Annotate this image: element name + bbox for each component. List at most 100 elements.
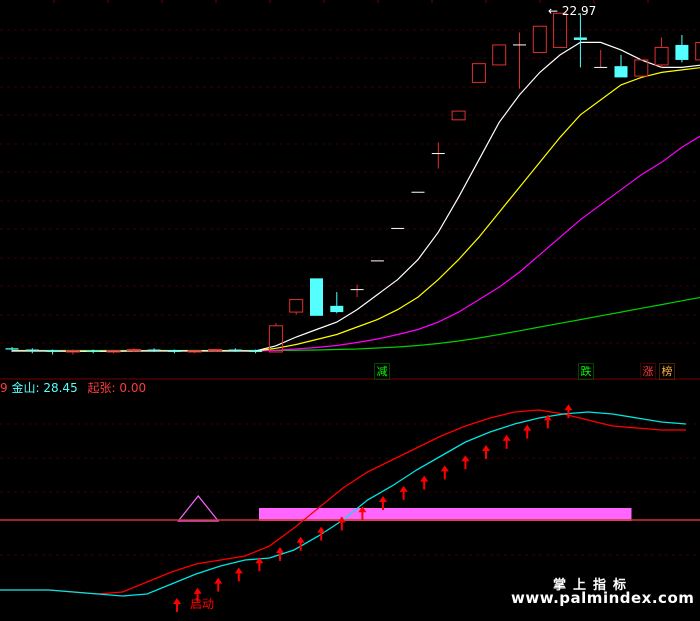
candle	[126, 348, 141, 353]
arrow-head	[173, 598, 181, 604]
candle	[513, 32, 526, 89]
arrow-head	[379, 496, 387, 502]
arrow-head	[276, 547, 284, 553]
candle-body	[675, 44, 689, 60]
candle	[594, 49, 608, 68]
candle	[268, 323, 283, 353]
buy-arrow	[317, 526, 326, 541]
arrow-head	[234, 567, 243, 574]
buy-arrow	[173, 598, 181, 612]
ma5-line	[12, 41, 700, 352]
legend-jinshan-label: 金山:	[11, 381, 40, 395]
legend-qizhang-value: 0.00	[119, 381, 147, 395]
magenta-signal-bars	[177, 495, 632, 522]
candle-body	[492, 44, 507, 66]
candle	[187, 349, 202, 354]
signal-tag-bang: 榜	[659, 363, 675, 380]
signal-bar	[259, 508, 632, 521]
buy-arrow	[276, 547, 284, 561]
candle	[634, 59, 649, 77]
arrow-head	[358, 506, 367, 513]
candle-body	[147, 349, 161, 351]
candle-body	[695, 41, 700, 61]
candle-body	[65, 350, 80, 353]
candle-body	[654, 46, 669, 66]
candle-body	[46, 350, 60, 353]
candle	[675, 34, 689, 63]
candle	[492, 44, 507, 66]
candle	[330, 292, 344, 314]
buy-arrow	[379, 496, 387, 510]
candle	[695, 41, 700, 61]
buy-arrow	[193, 587, 202, 602]
candle	[471, 63, 486, 83]
candle-body	[451, 110, 466, 121]
candle	[573, 13, 587, 68]
candle	[310, 278, 323, 316]
candle	[249, 349, 263, 354]
buy-arrow	[399, 485, 408, 500]
candle-body	[330, 305, 344, 313]
high-price-label: ← 22.97	[548, 4, 596, 18]
signal-tag-die: 跌	[578, 363, 594, 380]
triangle-marker	[177, 495, 220, 522]
candle-body	[25, 349, 39, 351]
buy-arrow	[440, 465, 449, 480]
candle-body	[289, 299, 304, 313]
candle	[553, 12, 568, 48]
arrow-head	[440, 465, 449, 472]
indicator-grid	[0, 423, 700, 556]
candle-body	[86, 350, 100, 353]
arrow-head	[543, 414, 552, 421]
candle-body	[208, 349, 222, 352]
candle-body	[532, 25, 547, 53]
candle-body	[573, 37, 587, 40]
buy-arrow	[234, 567, 243, 582]
arrow-head	[502, 434, 511, 441]
buy-arrow	[502, 434, 511, 449]
arrow-head	[255, 557, 264, 564]
arrow-head	[461, 455, 470, 462]
indicator-lines	[0, 409, 687, 597]
jinshan-line	[0, 411, 687, 597]
buy-arrow	[296, 536, 305, 551]
candle	[25, 348, 39, 354]
buy-arrow	[482, 445, 490, 459]
ma10-line	[12, 67, 700, 352]
arrow-head	[399, 485, 408, 492]
buy-arrow	[543, 414, 552, 429]
candle	[532, 25, 547, 53]
candle-body	[187, 350, 202, 353]
buy-arrow	[255, 557, 264, 572]
candle	[46, 349, 60, 355]
buy-arrow	[337, 516, 346, 531]
arrow-head	[337, 516, 346, 523]
candle	[614, 54, 628, 78]
candle	[147, 348, 161, 353]
candle	[451, 110, 466, 121]
candle-body	[106, 350, 121, 353]
legend-prefix: 9	[0, 381, 8, 395]
buy-arrow	[420, 475, 429, 490]
candle	[431, 142, 445, 169]
legend-jinshan-value: 28.45	[43, 381, 78, 395]
candle	[289, 299, 304, 315]
buy-arrow	[214, 577, 223, 592]
candle-body	[249, 350, 263, 353]
indicator-legend: 9 金山: 28.45 起张: 0.00	[0, 380, 146, 396]
candle	[106, 349, 121, 354]
candle-body	[634, 59, 649, 77]
arrow-head	[482, 445, 490, 451]
start-label: 启动	[190, 597, 215, 611]
candle	[208, 349, 222, 353]
red-line	[0, 409, 686, 595]
arrow-head	[420, 475, 429, 482]
buy-arrow	[461, 455, 470, 470]
candle-body	[310, 278, 323, 316]
candlestick-series	[5, 12, 700, 355]
buy-arrow	[358, 506, 367, 521]
signal-tag-zhang: 涨	[640, 363, 656, 380]
candle	[65, 349, 80, 355]
candle	[5, 347, 19, 353]
